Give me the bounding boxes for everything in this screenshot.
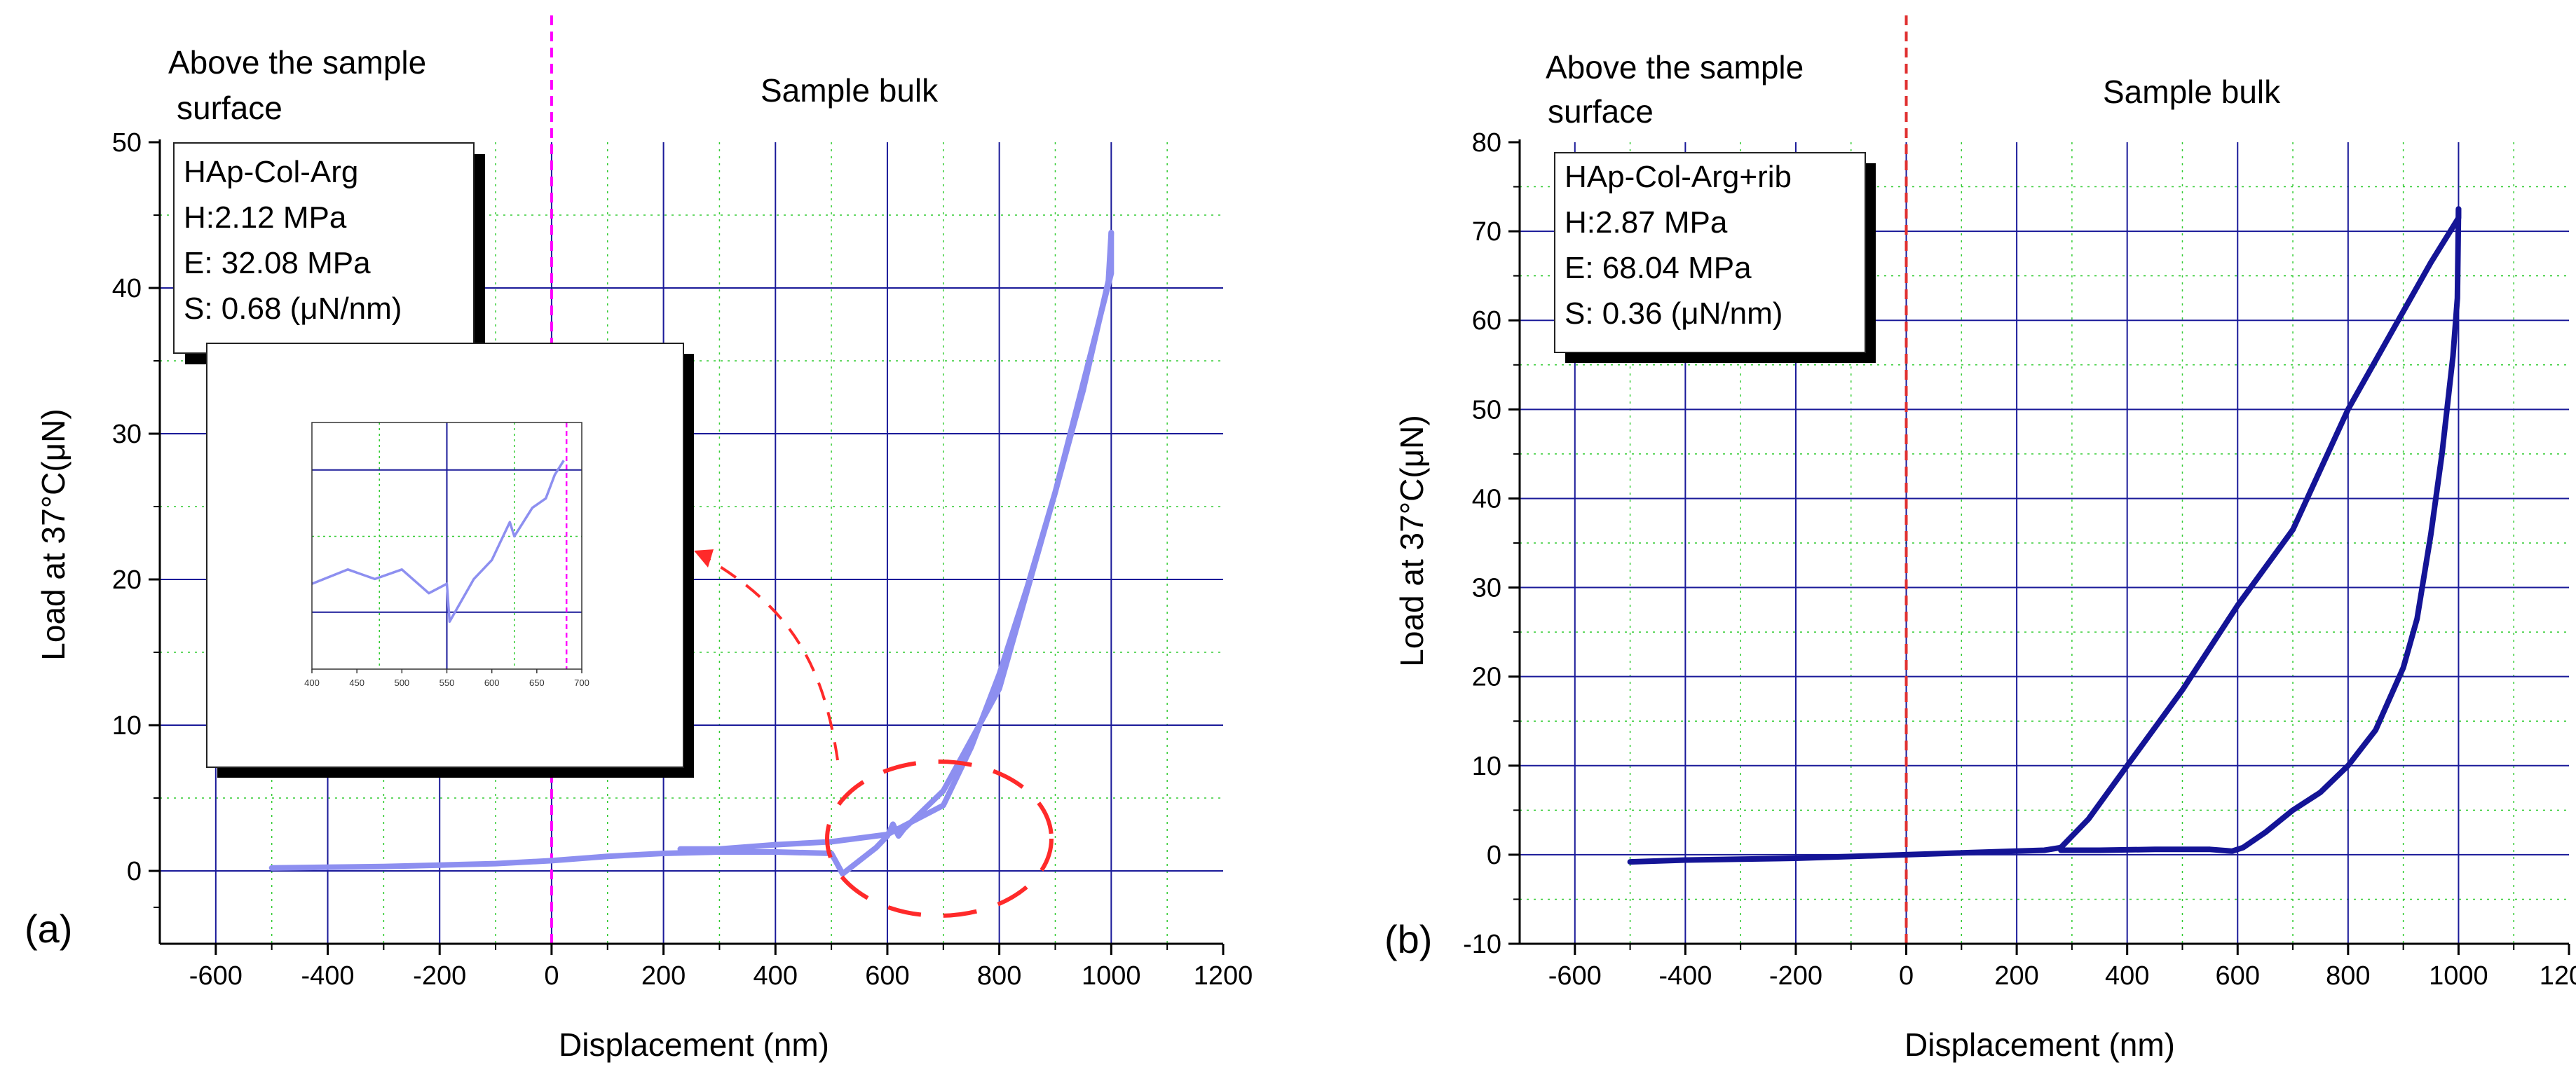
- panel-a-legend-line-2: H:2.12 MPa: [184, 200, 347, 235]
- inset-x-tick-label: 650: [529, 678, 545, 688]
- inset-x-tick-label: 700: [574, 678, 590, 688]
- panel-a-series-unloading: [677, 230, 1115, 852]
- panel-b-y-tick-label: 20: [1472, 663, 1501, 692]
- panel-b-x-tick-label: 800: [2326, 961, 2370, 991]
- panel-b-y-tick-label: 10: [1472, 752, 1501, 781]
- panel-a-zoom-annotation: [694, 549, 1054, 918]
- panel-a-y-tick-label: 50: [112, 128, 142, 158]
- panel-b-ticks: -600 -400 -200 0 200 400 600 800 1000 1200 -10 0 10 2…: [1463, 128, 2576, 991]
- panel-a-y-tick-label: 30: [112, 420, 142, 449]
- panel-a-highlight-circle: [825, 759, 1054, 918]
- panel-a-inset-grid: [312, 422, 582, 669]
- panel-a-region-above-line2: surface: [177, 90, 282, 126]
- inset-x-tick-label: 550: [439, 678, 455, 688]
- inset-x-tick-label: 400: [304, 678, 320, 688]
- panel-b-series-unloading: [2058, 206, 2462, 854]
- panel-b-y-tick-label: -10: [1463, 930, 1501, 959]
- panel-b-y-tick-label: 30: [1472, 574, 1501, 603]
- panel-b-legend-line-1: HAp-Col-Arg+rib: [1565, 160, 1792, 194]
- panel-b-legend-line-4: S: 0.36 (μN/nm): [1565, 296, 1783, 331]
- panel-a-data: [268, 15, 1115, 944]
- panel-b-legend-line-3: E: 68.04 MPa: [1565, 251, 1752, 285]
- panel-b-y-axis-label: Load at 37°C(μN): [1393, 415, 1430, 666]
- panel-a-axes: [158, 139, 1223, 945]
- panel-a-inset-ticks: 400 450 500 550 600 650 700: [304, 669, 590, 688]
- panel-a-y-tick-label: 10: [112, 711, 142, 741]
- panel-a-y-tick-label: 40: [112, 274, 142, 303]
- panel-b-axes: [1518, 139, 2569, 945]
- panel-b-y-tick-label: 50: [1472, 395, 1501, 425]
- panel-a-region-above-line1: Above the sample: [168, 44, 426, 81]
- panel-b-y-tick-label: 0: [1487, 841, 1501, 870]
- panel-a-x-tick-label: -600: [189, 961, 243, 991]
- panel-a-x-tick-label: 600: [865, 961, 909, 991]
- panel-a-y-axis-label: Load at 37°C(μN): [35, 408, 71, 660]
- panel-b-legend-box: [1554, 152, 1866, 353]
- panel-a-x-tick-label: 0: [544, 961, 559, 991]
- panel-a-inset: 400 450 500 550 600 650 700: [206, 343, 694, 778]
- panel-b-x-tick-label: 0: [1899, 961, 1914, 991]
- panel-b-x-tick-label: 600: [2216, 961, 2260, 991]
- panel-b-x-tick-label: 400: [2105, 961, 2149, 991]
- panel-b-y-tick-label: 70: [1472, 217, 1501, 247]
- panel-a-x-tick-label: 800: [977, 961, 1021, 991]
- panel-a-x-axis-label: Displacement (nm): [559, 1026, 829, 1063]
- panel-b-region-bulk: Sample bulk: [2103, 74, 2281, 110]
- panel-a-inset-box: [206, 343, 684, 768]
- panel-b-data: [1627, 15, 2462, 944]
- panel-a-x-tick-label: -200: [413, 961, 466, 991]
- panel-b-legend: HAp-Col-Arg+rib H:2.87 MPa E: 68.04 MPa …: [1554, 152, 1876, 363]
- panel-b-letter: (b): [1384, 917, 1432, 961]
- panel-a-letter: (a): [25, 907, 72, 951]
- panel-a-x-tick-label: 1200: [1194, 961, 1253, 991]
- panel-a-ticks: -600 -400 -200 0 200 400 600 800 1000 1200 0 10 20 30…: [112, 128, 1253, 991]
- panel-a-legend-line-1: HAp-Col-Arg: [184, 155, 358, 189]
- panel-b-x-tick-label: -400: [1658, 961, 1712, 991]
- panel-a-legend: HAp-Col-Arg H:2.12 MPa E: 32.08 MPa S: 0…: [173, 142, 485, 364]
- panel-a-series-loading: [268, 230, 1115, 877]
- panel-b-region-above-line2: surface: [1548, 93, 1654, 130]
- panel-a-legend-line-4: S: 0.68 (μN/nm): [184, 291, 402, 326]
- inset-x-tick-label: 600: [484, 678, 500, 688]
- panel-a-x-tick-label: 1000: [1082, 961, 1141, 991]
- panel-b-y-tick-label: 60: [1472, 306, 1501, 336]
- panel-b-series-loading: [1627, 206, 2462, 865]
- panel-b-x-tick-label: 1000: [2429, 961, 2488, 991]
- panel-a-x-tick-label: -400: [301, 961, 354, 991]
- panel-b-y-tick-label: 80: [1472, 128, 1501, 158]
- panel-b-legend-line-2: H:2.87 MPa: [1565, 205, 1728, 240]
- panel-b-x-tick-label: 200: [1994, 961, 2038, 991]
- panel-a-region-bulk: Sample bulk: [761, 72, 939, 109]
- panel-a-y-tick-label: 20: [112, 565, 142, 595]
- panel-b: -600 -400 -200 0 200 400 600 800 1000 1200 -10 0 10 2…: [1384, 15, 2576, 1063]
- panel-a-inset-data: [311, 422, 568, 669]
- panel-b-y-tick-label: 40: [1472, 484, 1501, 514]
- inset-x-tick-label: 450: [349, 678, 364, 688]
- panel-a-x-tick-label: 200: [641, 961, 686, 991]
- panel-a-y-tick-label: 0: [127, 857, 142, 886]
- inset-x-tick-label: 500: [394, 678, 409, 688]
- panel-b-x-axis-label: Displacement (nm): [1904, 1026, 2175, 1063]
- panel-b-x-tick-label: 1200: [2540, 961, 2576, 991]
- panel-a-zoom-arrowhead: [694, 549, 714, 568]
- inset-series: [311, 460, 565, 624]
- panel-b-x-tick-label: -600: [1548, 961, 1602, 991]
- panel-a-x-tick-label: 400: [754, 961, 798, 991]
- panel-a-legend-box: [173, 142, 475, 354]
- panel-b-x-tick-label: -200: [1769, 961, 1822, 991]
- panel-a-legend-line-3: E: 32.08 MPa: [184, 246, 371, 280]
- panel-b-region-above-line1: Above the sample: [1546, 49, 1804, 85]
- panel-a: -600 -400 -200 0 200 400 600 800 1000 1200 0 10 20 30…: [25, 15, 1253, 1063]
- panel-a-zoom-arrow: [707, 558, 839, 761]
